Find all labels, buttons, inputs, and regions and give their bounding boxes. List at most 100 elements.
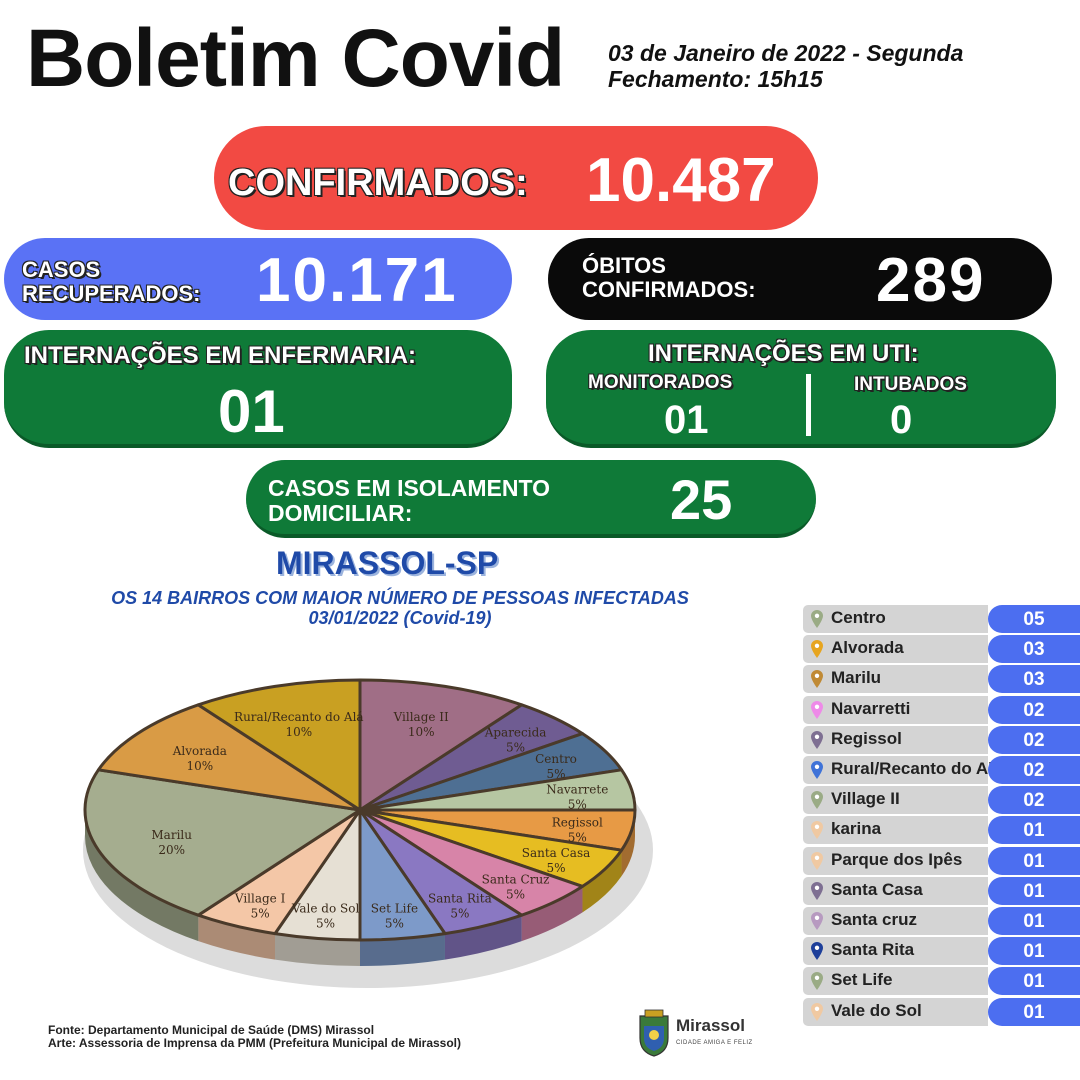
deaths-card: ÓBITOS CONFIRMADOS: 289 bbox=[548, 238, 1052, 320]
table-row: Santa Casa 01 bbox=[803, 876, 1080, 905]
page-title: Boletim Covid bbox=[26, 13, 565, 104]
city-crest-icon bbox=[639, 1009, 669, 1057]
deaths-label-line1: ÓBITOS bbox=[582, 253, 666, 278]
recovered-label-line2: RECUPERADOS: bbox=[22, 281, 201, 306]
table-row-name: Village II bbox=[831, 789, 900, 809]
pie-slice-side bbox=[198, 915, 276, 960]
table-row-value: 01 bbox=[988, 907, 1080, 935]
table-row-bg bbox=[803, 997, 988, 1026]
map-pin-icon bbox=[811, 791, 823, 810]
table-row-name: Santa cruz bbox=[831, 910, 917, 929]
table-row-value: 03 bbox=[988, 635, 1080, 664]
table-row-value: 02 bbox=[988, 756, 1080, 784]
table-row: Parque dos Ipês 01 bbox=[803, 846, 1080, 875]
icu-card: INTERNAÇÕES EM UTI: MONITORADOS 01 INTUB… bbox=[546, 330, 1056, 448]
table-row: Regissol 02 bbox=[803, 725, 1080, 754]
table-row-bg bbox=[803, 876, 988, 905]
table-row: karina 01 bbox=[803, 816, 1080, 845]
ward-value: 01 bbox=[218, 378, 285, 445]
table-row-name: Centro bbox=[831, 608, 886, 627]
table-row-bg bbox=[803, 756, 988, 784]
map-pin-icon bbox=[811, 942, 823, 961]
pie-slice-label: Marilu 20% bbox=[151, 828, 192, 857]
pie-slice-side bbox=[444, 915, 522, 960]
table-row-name: Santa Casa bbox=[831, 879, 923, 899]
bulletin-date-block: 03 de Janeiro de 2022 - Segunda Fechamen… bbox=[608, 40, 963, 92]
pie-slice-label: Set Life 5% bbox=[371, 902, 418, 931]
map-pin-icon bbox=[811, 761, 823, 779]
pie-slice-side bbox=[275, 933, 360, 966]
table-row: Santa cruz 01 bbox=[803, 907, 1080, 935]
table-row-value: 02 bbox=[988, 725, 1080, 754]
icu-monitored-value: 01 bbox=[664, 398, 709, 442]
table-row-bg bbox=[803, 967, 988, 996]
map-pin-icon bbox=[811, 610, 823, 628]
table-row-name: Santa Rita bbox=[831, 940, 915, 960]
pie-slice-label: Santa Casa 5% bbox=[522, 846, 591, 875]
table-row-value: 01 bbox=[988, 967, 1080, 996]
recovered-label: CASOS RECUPERADOS: bbox=[22, 258, 200, 306]
isolation-value: 25 bbox=[670, 468, 733, 531]
table-row: Rural/Recanto do Alá 02 bbox=[803, 756, 1080, 784]
table-row: Marilu 03 bbox=[803, 665, 1080, 694]
map-pin-icon bbox=[811, 670, 823, 689]
table-row-bg bbox=[803, 937, 988, 966]
chart-title-line1: OS 14 BAIRROS COM MAIOR NÚMERO DE PESSOA… bbox=[111, 588, 689, 608]
table-row: Village II 02 bbox=[803, 786, 1080, 815]
table-row-value: 01 bbox=[988, 846, 1080, 875]
pie-slice-side bbox=[521, 886, 583, 942]
ward-label: INTERNAÇÕES EM ENFERMARIA: bbox=[24, 342, 417, 369]
table-row-bg bbox=[803, 907, 988, 935]
map-pin-icon bbox=[811, 1002, 823, 1021]
footer-art: Arte: Assessoria de Imprensa da PMM (Pre… bbox=[48, 1036, 462, 1050]
table-row-value: 01 bbox=[988, 816, 1080, 845]
icu-monitored-label: MONITORADOS bbox=[588, 372, 733, 393]
table-row: Santa Rita 01 bbox=[803, 937, 1080, 966]
table-row: Set Life 01 bbox=[803, 967, 1080, 996]
footer: Fonte: Departamento Municipal de Saúde (… bbox=[48, 1024, 461, 1050]
table-row: Alvorada 03 bbox=[803, 635, 1080, 664]
isolation-label-line1: CASOS EM ISOLAMENTO bbox=[268, 475, 550, 501]
confirmed-label: CONFIRMADOS: bbox=[228, 162, 528, 204]
table-row-name: Marilu bbox=[831, 668, 882, 688]
table-row: Vale do Sol 01 bbox=[803, 997, 1080, 1026]
table-row-bg bbox=[803, 635, 988, 664]
table-row-bg bbox=[803, 846, 988, 875]
footer-source: Fonte: Departamento Municipal de Saúde (… bbox=[48, 1023, 375, 1037]
closing-time: Fechamento: 15h15 bbox=[608, 66, 823, 92]
table-row-value: 05 bbox=[988, 605, 1080, 633]
table-row-value: 01 bbox=[988, 876, 1080, 905]
pie-slice-side bbox=[621, 810, 635, 877]
map-pin-icon bbox=[811, 881, 823, 900]
table-row-value: 03 bbox=[988, 665, 1080, 694]
table-row-name: Parque dos Ipês bbox=[831, 849, 963, 869]
chart-title: OS 14 BAIRROS COM MAIOR NÚMERO DE PESSOA… bbox=[30, 588, 770, 628]
table-row-bg bbox=[803, 695, 988, 724]
deaths-value: 289 bbox=[876, 246, 986, 315]
pie-slice-side bbox=[360, 933, 445, 966]
pie-slice-label: Vale do Sol 5% bbox=[291, 902, 360, 931]
pie-slice-label: Navarrete 5% bbox=[546, 783, 608, 812]
pie-slice-label: Santa Cruz 5% bbox=[482, 873, 550, 902]
map-pin-icon bbox=[811, 821, 823, 840]
isolation-label: CASOS EM ISOLAMENTO DOMICILIAR: bbox=[268, 476, 550, 526]
map-pin-icon bbox=[811, 730, 823, 749]
icu-intubated-value: 0 bbox=[890, 398, 913, 442]
table-row-value: 01 bbox=[988, 937, 1080, 966]
bulletin-date: 03 de Janeiro de 2022 - Segunda bbox=[608, 40, 964, 66]
table-row-bg bbox=[803, 665, 988, 694]
logo-tagline: CIDADE AMIGA E FELIZ bbox=[676, 1040, 753, 1046]
map-pin-icon bbox=[811, 851, 823, 870]
pie-slice-side bbox=[582, 850, 622, 913]
pie-slice-label: Centro 5% bbox=[535, 752, 577, 781]
isolation-card: CASOS EM ISOLAMENTO DOMICILIAR: 25 bbox=[246, 460, 816, 538]
table-row-name: Vale do Sol bbox=[831, 1000, 922, 1020]
table-row-bg bbox=[803, 605, 988, 633]
pie-slice-label: Regissol 5% bbox=[552, 815, 603, 844]
table-row-name: Rural/Recanto do Alá bbox=[831, 759, 1003, 778]
table-row-name: Set Life bbox=[831, 970, 893, 990]
pie-slice-label: Rural/Recanto do Alá 10% bbox=[234, 710, 364, 739]
table-row-bg bbox=[803, 786, 988, 815]
recovered-label-line1: CASOS bbox=[22, 257, 101, 282]
pie-slice-label: Aparecida 5% bbox=[484, 725, 547, 754]
